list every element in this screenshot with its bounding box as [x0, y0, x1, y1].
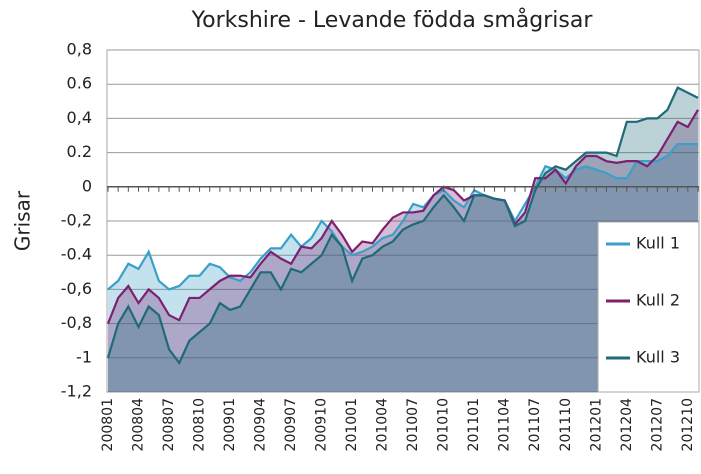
x-tick-label: 200810 [192, 398, 208, 451]
legend-label: Kull 2 [636, 291, 680, 310]
x-tick-label: 200901 [222, 398, 238, 451]
x-tick-label: 200904 [253, 398, 269, 452]
x-tick-label: 201201 [588, 398, 604, 451]
y-tick-label: -0.4 [61, 245, 92, 264]
y-tick-label: 0.2 [67, 142, 92, 161]
legend-label: Kull 1 [636, 234, 680, 253]
x-tick-label: 201107 [527, 398, 543, 451]
series-area [108, 109, 698, 392]
x-tick-label: 200807 [161, 398, 177, 451]
x-tick-label: 201210 [680, 398, 696, 451]
series-line [106, 109, 699, 325]
series-area [108, 87, 698, 393]
x-tick-label: 200907 [283, 398, 299, 451]
x-tick-label: 201110 [558, 398, 574, 451]
series-line [107, 142, 698, 291]
x-tick-label: 201101 [466, 398, 482, 451]
legend-label: Kull 3 [636, 348, 680, 367]
series-area [108, 144, 698, 392]
y-tick-label: -1,2 [61, 382, 92, 401]
x-tick-label: 201104 [497, 398, 513, 452]
y-axis-label: Grisar [11, 190, 35, 251]
y-tick-label: -0,2 [61, 211, 92, 230]
x-tick-label: 201007 [405, 398, 421, 451]
x-tick-label: 201010 [436, 398, 452, 451]
x-tick-label: 200910 [314, 398, 330, 451]
x-tick-label: 201207 [649, 398, 665, 451]
x-tick-label: 201204 [619, 398, 635, 452]
y-tick-label: 0,4 [67, 108, 92, 127]
x-tick-label: 201004 [375, 398, 391, 452]
y-tick-label: 0 [82, 176, 92, 195]
y-tick-label: -1 [76, 347, 92, 366]
y-tick-label: -0,8 [61, 313, 92, 332]
chart-title: Yorkshire - Levande födda smågrisar [191, 7, 594, 33]
y-tick-label: 0,8 [67, 40, 92, 59]
y-tick-label: 0.6 [67, 74, 92, 93]
x-tick-label: 201001 [344, 398, 360, 451]
x-tick-label: 200804 [131, 398, 147, 452]
y-tick-label: -0,6 [61, 279, 92, 298]
legend-box [597, 221, 700, 393]
series-line [106, 86, 699, 366]
x-tick-label: 200801 [100, 398, 116, 451]
